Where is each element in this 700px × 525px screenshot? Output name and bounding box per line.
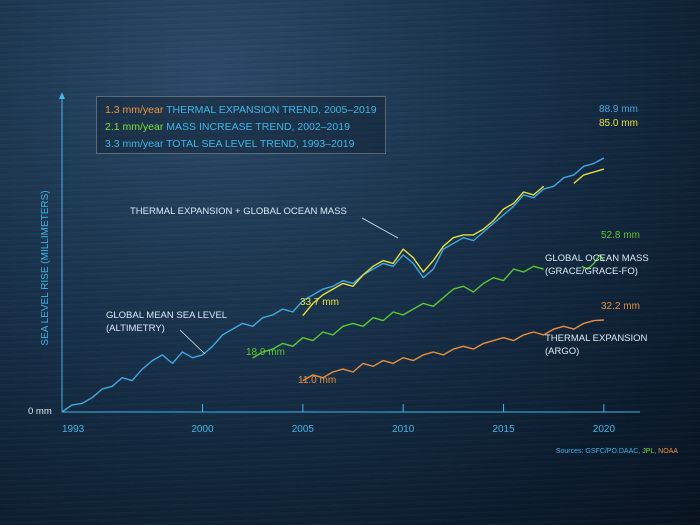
x-tick-label-2010: 2010 xyxy=(392,424,415,435)
series-line-mass-0 xyxy=(252,265,544,359)
annotation-leader-ann_gmsl xyxy=(179,329,206,355)
value-label-mass_end: 52.8 mm xyxy=(601,230,640,241)
sources-prefix: Sources: GSFC/PO.DAAC, xyxy=(555,448,643,455)
value-label-combined_end: 85.0 mm xyxy=(599,118,638,129)
annotation-leader-ann_combined xyxy=(361,217,399,239)
legend-text-mass: MASS INCREASE TREND, 2002–2019 xyxy=(163,121,350,133)
annotation-ann_mass-line-1: (GRACE/GRACE-FO) xyxy=(545,266,638,277)
legend: 1.3 mm/year THERMAL EXPANSION TREND, 200… xyxy=(96,96,386,154)
annotation-ann_thermal-line-0: THERMAL EXPANSION xyxy=(545,333,648,344)
annotation-ann_thermal-line-1: (ARGO) xyxy=(545,346,579,357)
annotation-ann_combined-line-0: THERMAL EXPANSION + GLOBAL OCEAN MASS xyxy=(130,206,347,217)
legend-rate-total: 3.3 mm/year xyxy=(105,138,164,150)
value-label-mass_start: 18.9 mm xyxy=(246,347,285,358)
annotation-ann_gmsl-line-1: (ALTIMETRY) xyxy=(106,323,165,334)
series-line-gmsl xyxy=(61,157,605,413)
sources-credit: Sources: GSFC/PO.DAAC, JPL, NOAA xyxy=(556,448,678,455)
value-label-combined_start: 33.7 mm xyxy=(300,297,339,308)
legend-text-thermal: THERMAL EXPANSION TREND, 2005–2019 xyxy=(163,104,377,116)
series-line-combined-1 xyxy=(573,168,605,184)
series-line-combined-0 xyxy=(302,185,545,317)
series-line-thermal xyxy=(302,319,604,382)
annotation-ann_gmsl-line-0: GLOBAL MEAN SEA LEVEL xyxy=(106,310,227,321)
legend-rate-thermal: 1.3 mm/year xyxy=(105,104,164,116)
legend-rate-mass: 2.1 mm/year xyxy=(105,121,164,133)
x-tick-label-2000: 2000 xyxy=(191,424,214,435)
sources-noaa: NOAA xyxy=(658,448,678,455)
legend-entry-total: 3.3 mm/year TOTAL SEA LEVEL TREND, 1993–… xyxy=(105,136,377,153)
x-tick-label-2020: 2020 xyxy=(593,424,616,435)
y-zero-label: 0 mm xyxy=(28,406,52,417)
legend-entry-mass: 2.1 mm/year MASS INCREASE TREND, 2002–20… xyxy=(105,119,377,136)
series-line-mass-1 xyxy=(581,254,605,270)
y-axis-label: SEA LEVEL RISE (MILLIMETERS) xyxy=(40,190,51,345)
sources-sep: , xyxy=(654,448,659,455)
value-label-gmsl_end: 88.9 mm xyxy=(599,104,638,115)
sources-jpl: JPL xyxy=(642,448,655,455)
y-axis-arrow xyxy=(59,92,65,99)
annotation-ann_mass-line-0: GLOBAL OCEAN MASS xyxy=(545,253,649,264)
x-tick-label-2015: 2015 xyxy=(492,424,515,435)
legend-entry-thermal: 1.3 mm/year THERMAL EXPANSION TREND, 200… xyxy=(105,102,377,119)
x-tick-label-2005: 2005 xyxy=(292,424,315,435)
x-tick-label-1993: 1993 xyxy=(62,424,85,435)
value-label-thermal_start: 11.0 mm xyxy=(298,375,336,386)
value-label-thermal_end: 32.2 mm xyxy=(601,301,640,312)
legend-text-total: TOTAL SEA LEVEL TREND, 1993–2019 xyxy=(163,138,355,150)
